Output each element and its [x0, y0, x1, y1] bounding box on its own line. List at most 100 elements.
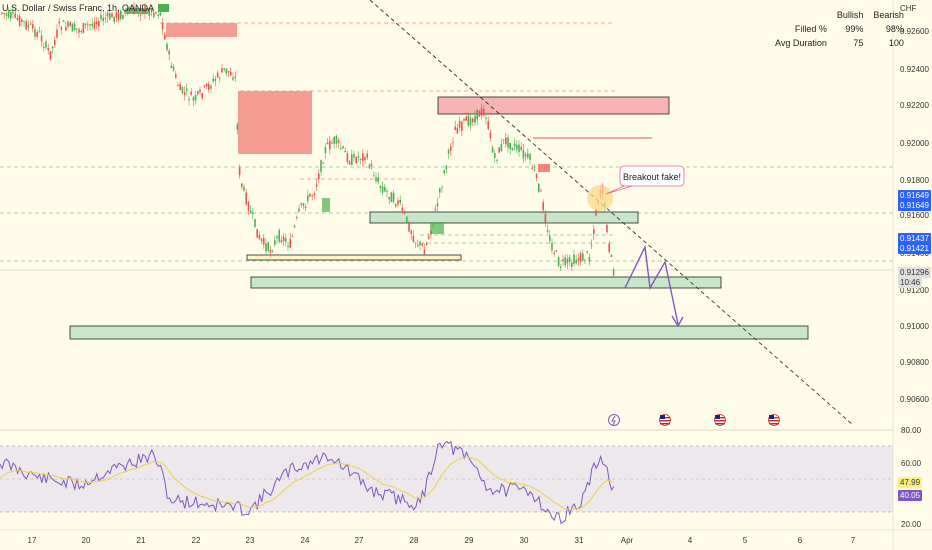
candle-body	[69, 22, 71, 26]
candle-body	[432, 222, 434, 226]
candle-body	[36, 32, 38, 37]
rsi-axis-badge: 47.99	[898, 477, 923, 488]
candle-body	[150, 8, 153, 13]
price-tick-label: 0.91200	[900, 286, 929, 295]
event-icons[interactable]	[608, 414, 780, 426]
candle-body	[201, 93, 203, 99]
lightning-icon[interactable]	[608, 414, 620, 426]
descending-trendline[interactable]	[369, 0, 854, 426]
candle-body	[551, 242, 553, 251]
candle-body	[333, 136, 335, 144]
price-tick-label: 0.91800	[900, 176, 929, 185]
candle-body	[562, 259, 564, 261]
candle-body	[25, 21, 27, 30]
candle-body	[417, 244, 419, 246]
target-zone[interactable]	[69, 325, 809, 340]
rsi-tick-label: 80.00	[901, 426, 922, 435]
candle-body	[216, 72, 219, 78]
cell-bullish: 75	[853, 38, 864, 48]
candle-body	[474, 115, 476, 123]
demand-zone[interactable]	[250, 276, 722, 289]
candle-body	[40, 35, 43, 42]
cell-bullish: 99%	[845, 24, 864, 34]
us-flag-icon[interactable]	[768, 414, 780, 426]
candle-body	[84, 23, 87, 25]
symbol-legend[interactable]: U.S. Dollar / Swiss Franc, 1h, OANDA	[2, 3, 170, 13]
candle-body	[153, 12, 155, 17]
candle-body	[311, 195, 313, 197]
candle-body	[538, 183, 540, 193]
candle-body	[494, 153, 496, 159]
breakout-callout[interactable]: Breakout fake!	[605, 165, 685, 195]
candle-body	[520, 146, 522, 150]
candle-body	[518, 144, 520, 153]
time-tick-label: 28	[410, 536, 419, 545]
time-tick-label: 7	[851, 536, 856, 545]
candle-body	[23, 21, 25, 23]
candle-body	[291, 235, 294, 237]
candle-body	[38, 31, 41, 33]
time-tick-label: 21	[137, 536, 146, 545]
market-status-indicator	[158, 4, 170, 12]
resistance-zone[interactable]	[166, 23, 237, 37]
us-flag-icon[interactable]	[714, 414, 726, 426]
resistance-zone[interactable]	[238, 91, 312, 154]
time-tick-label: 30	[520, 536, 529, 545]
candle-body	[531, 167, 533, 170]
candle-body	[452, 142, 454, 144]
candle-body	[337, 140, 340, 143]
candle-body	[566, 258, 569, 264]
candle-body	[434, 208, 437, 211]
candle-body	[280, 240, 283, 243]
candle-body	[450, 146, 452, 151]
candle-body	[414, 242, 417, 244]
candle-body	[18, 15, 21, 26]
candle-body	[425, 243, 428, 245]
candle-body	[80, 31, 82, 33]
candle-body	[117, 13, 120, 21]
rsi-axis[interactable]: 80.00 60.00 20.00	[901, 426, 922, 529]
candle-body	[322, 162, 324, 164]
candle-body	[357, 156, 360, 158]
us-flag-icon[interactable]	[659, 414, 671, 426]
candle-body	[478, 110, 481, 117]
rsi-tick-label: 60.00	[901, 459, 922, 468]
price-axis-badge: 0.91437	[898, 233, 931, 244]
candle-body	[540, 190, 542, 192]
candle-body	[87, 24, 89, 26]
candle-body	[78, 29, 80, 33]
candle-body	[131, 8, 133, 11]
candle-body	[366, 153, 368, 158]
candle-body	[144, 6, 146, 14]
candle-body	[148, 12, 151, 16]
price-tick-label: 0.90800	[900, 358, 929, 367]
candle-body	[439, 188, 441, 193]
projection-path	[624, 244, 679, 325]
candle-body	[181, 86, 184, 94]
candle-body	[401, 207, 404, 212]
candle-body	[104, 17, 107, 19]
candle-body	[384, 186, 386, 192]
candle-body	[406, 216, 408, 223]
demand-zone[interactable]	[369, 211, 639, 224]
candle-body	[223, 68, 225, 70]
candle-body	[388, 197, 390, 200]
candle-body	[252, 212, 254, 215]
candle-body	[197, 91, 199, 95]
cell-bearish: 98%	[885, 24, 904, 34]
time-axis[interactable]: 17 20 21 22 23 24 27 28 29 30 31 Apr 4 5 6 7	[28, 536, 856, 545]
candle-body	[49, 51, 52, 60]
candle-body	[300, 203, 302, 205]
supply-zone[interactable]	[437, 96, 670, 115]
support-zone[interactable]	[246, 254, 462, 261]
candle-body	[612, 269, 615, 276]
candle-body	[227, 71, 230, 73]
price-tick-label: 0.91600	[900, 211, 929, 220]
price-tick-label: 0.92400	[900, 65, 929, 74]
candle-body	[32, 24, 34, 29]
fvg-box	[538, 164, 550, 172]
candle-body	[326, 142, 329, 144]
candle-body	[93, 22, 96, 29]
time-tick-label: 29	[465, 536, 474, 545]
